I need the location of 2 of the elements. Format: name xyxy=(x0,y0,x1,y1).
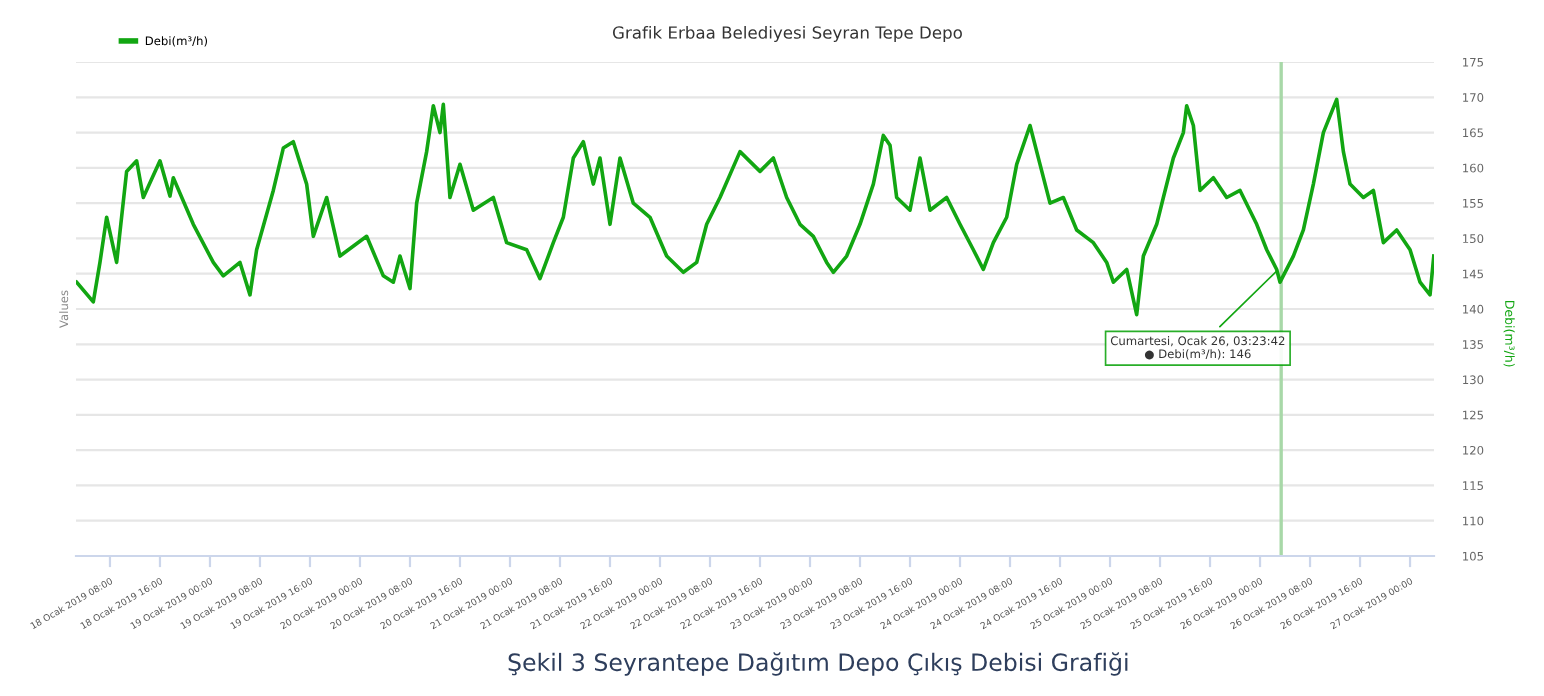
text: Şekil 3 Seyrantepe Dağıtım Depo Çıkış Debisi Grafiği xyxy=(508,652,1128,676)
chart-title: Grafik Erbaa Belediyesi Seyran Tepe Depo xyxy=(612,25,962,43)
